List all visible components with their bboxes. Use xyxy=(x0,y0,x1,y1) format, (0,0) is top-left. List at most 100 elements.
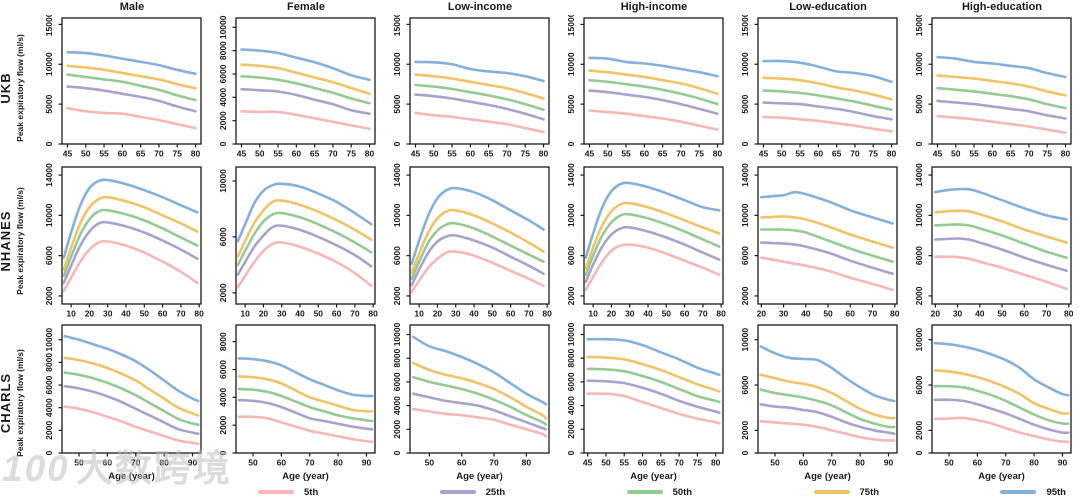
svg-text:50: 50 xyxy=(601,458,611,468)
svg-text:60: 60 xyxy=(638,458,648,468)
svg-text:75: 75 xyxy=(694,149,704,159)
svg-text:80: 80 xyxy=(542,309,552,319)
svg-text:40: 40 xyxy=(975,309,985,319)
svg-text:50: 50 xyxy=(425,458,435,468)
curve-95th xyxy=(63,335,200,403)
curve-50th xyxy=(410,221,545,281)
chart-panel-ukb-female: 45 50 55 60 65 70 75 80 0 2000 4000 6000 8000 10000 xyxy=(218,15,376,159)
svg-text:10000: 10000 xyxy=(44,203,54,227)
svg-text:80: 80 xyxy=(539,149,549,159)
x-axis-label: Age (year) xyxy=(804,471,850,482)
svg-text:80: 80 xyxy=(1061,149,1071,159)
svg-text:90: 90 xyxy=(188,458,198,468)
svg-text:70: 70 xyxy=(305,458,315,468)
svg-text:0: 0 xyxy=(914,141,924,146)
curve-75th xyxy=(936,74,1067,97)
svg-text:0: 0 xyxy=(218,141,228,146)
svg-text:2000: 2000 xyxy=(914,421,924,440)
svg-text:30: 30 xyxy=(779,309,789,319)
legend-label: 75th xyxy=(859,486,880,498)
svg-text:4000: 4000 xyxy=(44,398,54,417)
svg-text:70: 70 xyxy=(1024,149,1034,159)
svg-text:45: 45 xyxy=(759,149,769,159)
svg-text:55: 55 xyxy=(447,149,457,159)
svg-text:2000: 2000 xyxy=(392,420,402,439)
legend-swatch-5th xyxy=(258,490,294,494)
curve-75th xyxy=(411,361,548,420)
curve-75th xyxy=(762,76,893,101)
x-axis-label: Age (year) xyxy=(630,471,676,482)
svg-text:6000: 6000 xyxy=(392,372,402,391)
svg-text:10000: 10000 xyxy=(566,322,576,346)
chart-panel-nhanes-low-income: 10 20 30 40 50 60 70 80 2000 6000 10000 14000 xyxy=(392,163,552,319)
svg-text:75: 75 xyxy=(520,149,530,159)
svg-text:10000: 10000 xyxy=(218,169,228,193)
curve-75th xyxy=(240,63,371,96)
svg-text:10000: 10000 xyxy=(44,328,54,352)
svg-text:2000: 2000 xyxy=(218,283,228,302)
svg-text:75: 75 xyxy=(346,149,356,159)
curve-75th xyxy=(62,195,199,272)
curve-75th xyxy=(584,201,721,270)
curve-5th xyxy=(236,241,373,289)
svg-text:70: 70 xyxy=(698,309,708,319)
chart-row-charls: CHARLS Peak expiratory flow (ml/s) 50 60 70 8… xyxy=(0,321,1080,484)
svg-text:2000: 2000 xyxy=(44,286,54,305)
y-axis-label: Peak expiratory flow (ml/s) xyxy=(15,187,25,295)
svg-text:2000: 2000 xyxy=(44,421,54,440)
svg-text:50: 50 xyxy=(944,458,954,468)
curve-25th xyxy=(237,398,374,431)
svg-text:6000: 6000 xyxy=(44,375,54,394)
chart-panel-ukb-high-income: 45 50 55 60 65 70 75 80 0 5000 10000 15000 xyxy=(566,15,724,159)
curve-25th xyxy=(762,101,893,121)
x-axis-label: Age (year) xyxy=(978,471,1024,482)
svg-text:20: 20 xyxy=(259,309,269,319)
svg-text:5000: 5000 xyxy=(392,94,402,113)
svg-text:60: 60 xyxy=(292,149,302,159)
curve-50th xyxy=(414,83,545,111)
svg-text:15000: 15000 xyxy=(740,15,750,36)
svg-text:45: 45 xyxy=(63,149,73,159)
svg-text:65: 65 xyxy=(658,149,668,159)
svg-text:60: 60 xyxy=(506,309,516,319)
legend-label: 5th xyxy=(304,486,319,498)
svg-text:60: 60 xyxy=(1020,309,1030,319)
svg-text:50: 50 xyxy=(777,149,787,159)
svg-text:6000: 6000 xyxy=(392,246,402,265)
svg-text:55: 55 xyxy=(969,149,979,159)
svg-text:10: 10 xyxy=(240,309,250,319)
curve-25th xyxy=(584,225,721,284)
chart-panel-charls-high-income: 45 50 55 60 65 70 75 80 0 2000 4000 6000 8000 10000 Ag… xyxy=(566,322,724,482)
svg-text:70: 70 xyxy=(176,309,186,319)
svg-text:10000: 10000 xyxy=(740,203,750,227)
svg-text:30: 30 xyxy=(103,309,113,319)
chart-grid: UKB Peak expiratory flow (ml/s) 45 50 55 60 65… xyxy=(0,15,1080,484)
curve-75th xyxy=(414,73,545,100)
svg-text:20: 20 xyxy=(433,309,443,319)
svg-text:90: 90 xyxy=(1058,458,1068,468)
svg-text:2000: 2000 xyxy=(740,421,750,440)
curve-25th xyxy=(586,379,721,414)
svg-text:14000: 14000 xyxy=(914,163,924,187)
curve-75th xyxy=(66,64,197,90)
curve-95th xyxy=(586,337,721,377)
chart-panel-ukb-low-education: 45 50 55 60 65 70 75 80 0 5000 10000 15000 xyxy=(740,15,898,159)
svg-text:14000: 14000 xyxy=(392,163,402,187)
svg-text:45: 45 xyxy=(585,149,595,159)
chart-panel-ukb-low-income: 45 50 55 60 65 70 75 80 0 5000 10000 15000 xyxy=(392,15,550,159)
curve-5th xyxy=(414,111,545,134)
svg-text:6000: 6000 xyxy=(914,375,924,394)
row-label-column: CHARLS Peak expiratory flow (ml/s) xyxy=(0,321,32,484)
svg-text:0: 0 xyxy=(740,450,750,455)
curve-25th xyxy=(410,233,545,287)
svg-text:50: 50 xyxy=(248,458,258,468)
svg-text:50: 50 xyxy=(662,309,672,319)
curve-95th xyxy=(66,51,197,76)
svg-text:40: 40 xyxy=(469,309,479,319)
svg-text:80: 80 xyxy=(890,309,900,319)
svg-text:15000: 15000 xyxy=(914,15,924,36)
legend-item-25th: 25th xyxy=(439,487,505,498)
svg-text:70: 70 xyxy=(350,309,360,319)
svg-text:80: 80 xyxy=(191,149,201,159)
svg-text:60: 60 xyxy=(466,149,476,159)
